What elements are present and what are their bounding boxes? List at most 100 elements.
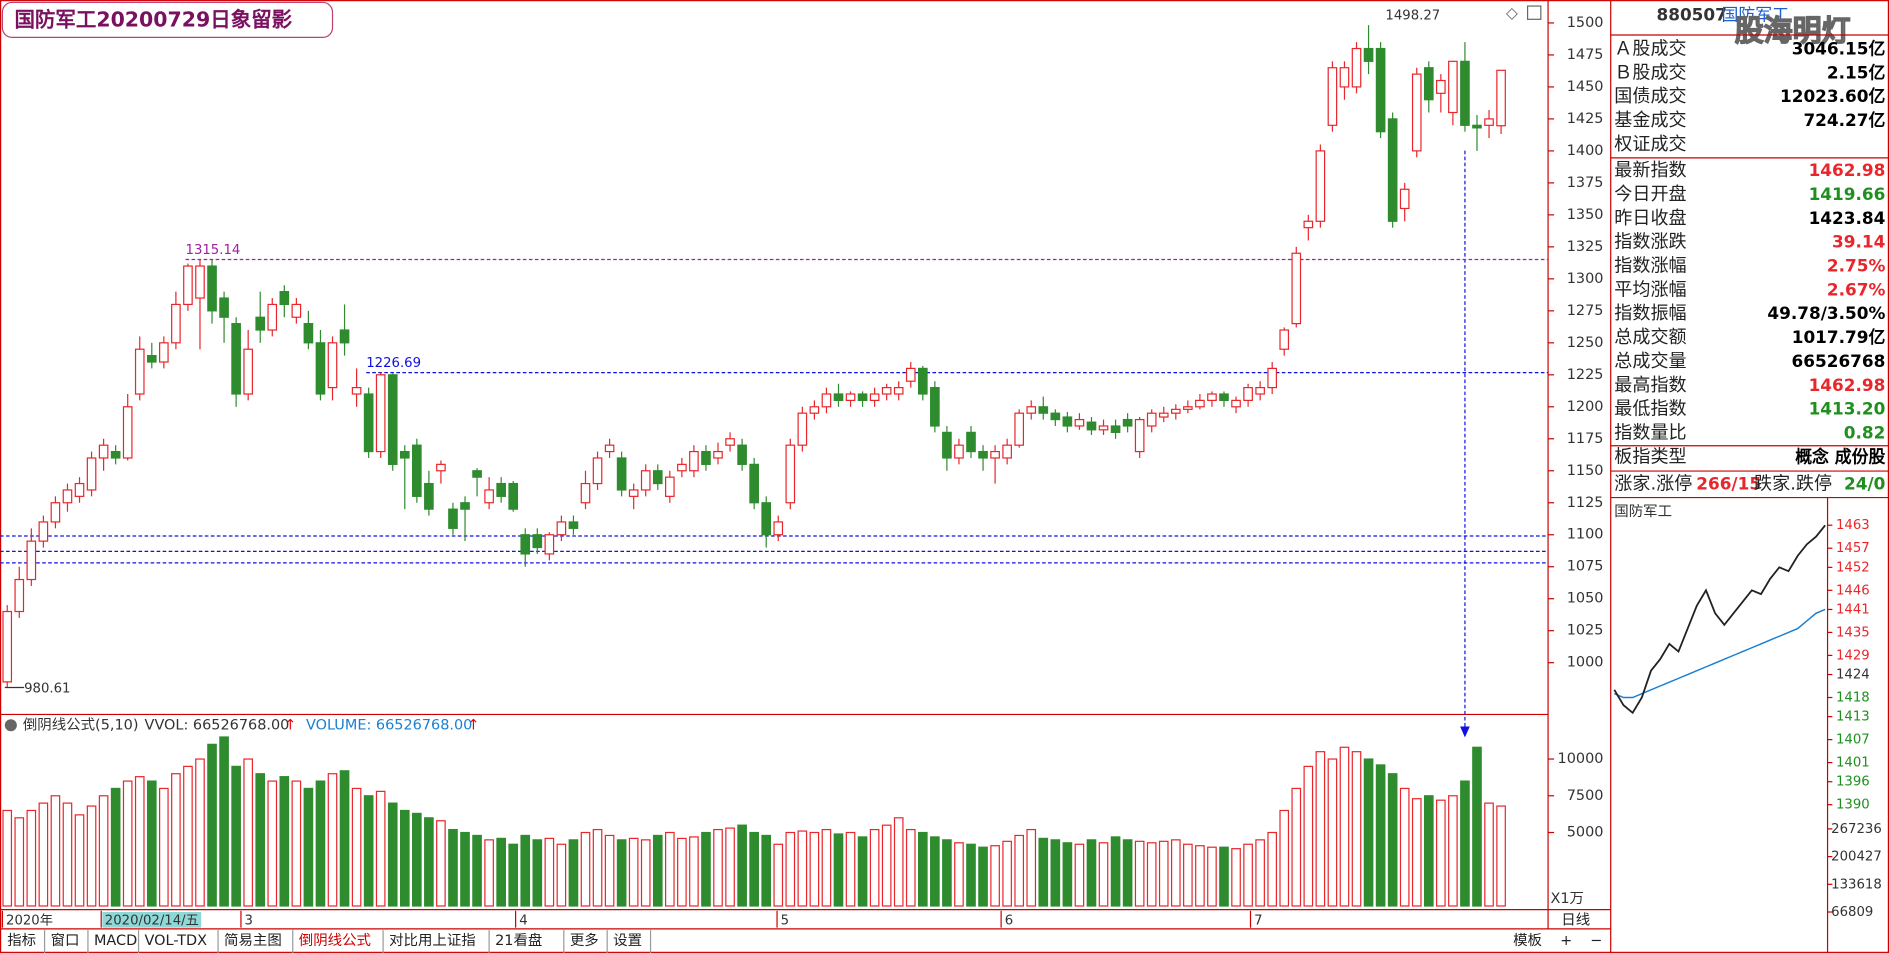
candle-body — [62, 489, 73, 504]
volume-bar — [496, 837, 506, 907]
y-tick-label: 1300 — [1567, 271, 1604, 287]
y-tick-label: 5000 — [1567, 825, 1604, 841]
candle-body — [556, 521, 567, 536]
volume-bar — [1110, 836, 1121, 907]
volume-bar — [1436, 799, 1446, 907]
candle-body — [990, 450, 1000, 459]
volume-bar — [315, 780, 326, 907]
candle-body — [930, 386, 940, 427]
quote-label: 今日开盘 — [1614, 184, 1686, 205]
y-tick-label: 1050 — [1567, 591, 1604, 607]
toolbar-button[interactable]: − — [1590, 933, 1602, 949]
icon[interactable]: ◇ — [1506, 3, 1518, 22]
y-tick-label: 10000 — [1558, 751, 1604, 767]
indicator-icon[interactable] — [4, 719, 17, 732]
candle-body — [1423, 67, 1434, 101]
quote-value: 1017.79亿 — [1792, 327, 1886, 347]
candle-body — [1279, 329, 1290, 350]
volume-bar — [797, 830, 808, 907]
volume-bar — [905, 828, 916, 907]
name: 国防军工 — [1722, 5, 1790, 25]
volume-bar — [1327, 758, 1338, 907]
candle-body — [640, 470, 651, 491]
marker-arrow — [1460, 726, 1470, 738]
toolbar-tab[interactable]: VOL-TDX — [145, 933, 208, 949]
candle-body — [604, 444, 615, 453]
candle-body — [1351, 47, 1362, 88]
y-tick-label: 1425 — [1567, 111, 1604, 127]
candle-body — [50, 502, 61, 523]
candle-body — [1339, 67, 1350, 88]
volume-bar — [484, 839, 494, 907]
candle-body — [1062, 416, 1073, 427]
arrow: ↑ — [284, 717, 296, 733]
candle-body — [568, 521, 579, 529]
toolbar-button[interactable]: + — [1560, 933, 1572, 949]
candle-body — [219, 297, 229, 318]
volume-bar — [1062, 842, 1073, 907]
volume-bar — [1195, 845, 1205, 907]
volume-bar — [159, 787, 169, 907]
quote-label: 平均涨幅 — [1614, 279, 1686, 300]
quote-value: 2.15亿 — [1827, 62, 1886, 82]
candle-body — [701, 450, 711, 465]
toolbar-tab[interactable]: 更多 — [570, 932, 599, 949]
volume-bar — [966, 843, 976, 907]
candle-body — [1411, 73, 1422, 152]
candle-body — [881, 386, 892, 395]
volume-bar — [568, 839, 579, 907]
y-tick-label: 1457 — [1836, 541, 1870, 556]
icon[interactable] — [1526, 5, 1542, 20]
volume-bar — [978, 846, 988, 907]
volume-bar — [436, 820, 446, 907]
toolbar-tab[interactable]: 简易主图 — [224, 932, 282, 949]
candle-body — [327, 342, 338, 389]
candle-body — [496, 482, 506, 497]
candle-body — [1375, 47, 1386, 133]
y-tick-label: 1200 — [1567, 399, 1604, 415]
candle-body — [761, 502, 772, 536]
y-tick-label: 7500 — [1567, 788, 1604, 804]
volume-bar — [1472, 746, 1482, 907]
volume-bar — [592, 828, 603, 907]
quote-label: 指数振幅 — [1614, 303, 1686, 324]
volume-bar — [1484, 802, 1494, 907]
toolbar-tab[interactable]: 设置 — [613, 932, 642, 949]
candle-body — [544, 534, 555, 555]
volume-bar — [375, 790, 386, 907]
candle-body — [917, 367, 928, 395]
volume-bar — [219, 736, 229, 907]
toolbar-button[interactable]: 日线 — [1561, 911, 1590, 928]
candle-body — [255, 316, 266, 331]
toolbar-tab[interactable]: 对比用上证指 — [389, 932, 476, 949]
volume-bar — [809, 831, 820, 907]
toolbar-button[interactable]: 模板 — [1513, 931, 1542, 949]
quote-label: 最新指数 — [1614, 160, 1686, 181]
volume-bar — [701, 831, 711, 907]
candle-body — [231, 323, 241, 395]
candle-body — [351, 386, 362, 395]
toolbar-tab[interactable]: 窗口 — [51, 931, 80, 949]
candle-body — [857, 393, 868, 401]
toolbar-tab[interactable]: MACD — [94, 933, 137, 949]
toolbar-tab[interactable]: 21看盘 — [495, 931, 542, 949]
candle-body — [1243, 386, 1253, 401]
candle-body — [954, 444, 964, 459]
volume-bar — [1496, 805, 1506, 907]
breadth-value: 24/0 — [1844, 473, 1885, 493]
volume-bar — [713, 828, 723, 907]
candle-body — [195, 265, 205, 299]
quote-label: 总成交量 — [1614, 351, 1686, 372]
candle-body — [845, 393, 856, 401]
toolbar-tab[interactable]: 指标 — [7, 932, 36, 949]
avg-line — [1614, 608, 1826, 699]
y-tick-label: 1325 — [1567, 239, 1604, 255]
volume-bar — [1387, 773, 1398, 907]
candle-body — [1472, 124, 1482, 129]
volume-bar — [869, 828, 880, 907]
volume-bar — [1267, 831, 1278, 907]
toolbar-tab[interactable]: 倒阴线公式 — [299, 932, 371, 949]
quote-value: 概念 成份股 — [1795, 446, 1885, 466]
